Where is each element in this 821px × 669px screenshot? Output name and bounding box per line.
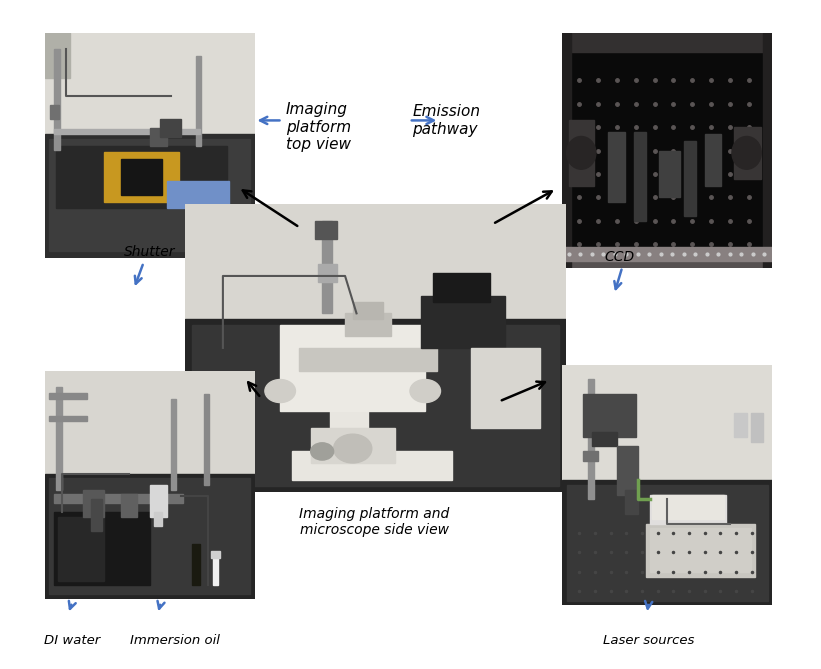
Bar bbox=[49, 393, 87, 399]
Bar bbox=[149, 128, 167, 146]
Bar bbox=[204, 394, 209, 485]
Bar bbox=[653, 494, 723, 518]
Bar bbox=[310, 428, 395, 463]
Bar bbox=[562, 365, 772, 480]
Bar bbox=[53, 49, 60, 150]
Bar bbox=[56, 387, 62, 490]
Bar bbox=[210, 551, 220, 558]
Bar bbox=[91, 498, 102, 531]
Bar bbox=[45, 33, 71, 78]
Bar bbox=[121, 494, 137, 517]
Bar bbox=[562, 33, 571, 268]
Bar bbox=[588, 379, 594, 500]
Bar bbox=[471, 348, 539, 428]
Bar bbox=[45, 134, 255, 258]
Text: DI water: DI water bbox=[44, 634, 100, 647]
Bar bbox=[191, 544, 200, 585]
Circle shape bbox=[265, 379, 296, 403]
Bar bbox=[562, 33, 772, 52]
Bar bbox=[192, 325, 559, 486]
Bar bbox=[103, 153, 179, 201]
Bar bbox=[421, 296, 506, 348]
Text: Shutter: Shutter bbox=[124, 245, 175, 259]
Circle shape bbox=[310, 443, 333, 460]
Bar bbox=[562, 247, 772, 261]
Bar bbox=[330, 328, 368, 457]
Bar bbox=[646, 524, 755, 577]
Text: CCD: CCD bbox=[605, 250, 635, 264]
Bar bbox=[196, 56, 201, 146]
Bar bbox=[83, 490, 103, 517]
Bar bbox=[160, 118, 181, 136]
Circle shape bbox=[333, 434, 372, 463]
Bar bbox=[734, 127, 761, 179]
Bar bbox=[53, 512, 149, 585]
Bar bbox=[149, 485, 167, 517]
Bar bbox=[171, 399, 176, 490]
Bar bbox=[650, 529, 751, 572]
Bar bbox=[56, 146, 227, 208]
Bar bbox=[154, 512, 163, 526]
Bar bbox=[185, 204, 566, 319]
Bar bbox=[751, 413, 764, 442]
Bar bbox=[569, 120, 594, 186]
Bar bbox=[764, 33, 772, 268]
Bar bbox=[562, 480, 772, 605]
Bar bbox=[433, 273, 490, 302]
Bar bbox=[49, 478, 250, 594]
Bar bbox=[50, 105, 59, 118]
Bar bbox=[353, 302, 383, 319]
Text: Imaging platform and
microscope side view: Imaging platform and microscope side vie… bbox=[299, 507, 450, 537]
Bar bbox=[57, 517, 103, 581]
Circle shape bbox=[410, 379, 441, 403]
Bar bbox=[684, 141, 696, 216]
Bar bbox=[345, 313, 391, 337]
Bar bbox=[45, 33, 255, 134]
Bar bbox=[658, 151, 680, 197]
Bar bbox=[314, 221, 337, 239]
Bar bbox=[280, 325, 425, 411]
Bar bbox=[53, 494, 183, 503]
Text: Laser sources: Laser sources bbox=[603, 634, 695, 647]
Bar bbox=[45, 474, 255, 599]
Bar bbox=[592, 432, 617, 446]
Text: Immersion oil: Immersion oil bbox=[130, 634, 220, 647]
Circle shape bbox=[732, 136, 761, 169]
Bar bbox=[704, 134, 722, 186]
Bar bbox=[584, 452, 598, 461]
Bar bbox=[634, 132, 646, 221]
Bar bbox=[185, 319, 566, 492]
Bar bbox=[213, 553, 218, 585]
Circle shape bbox=[566, 136, 596, 169]
Bar bbox=[167, 181, 229, 208]
Bar bbox=[49, 138, 250, 251]
Bar bbox=[626, 490, 638, 514]
Bar bbox=[734, 413, 746, 437]
Bar bbox=[562, 249, 772, 268]
Bar bbox=[53, 128, 200, 134]
Bar bbox=[319, 264, 337, 282]
Text: Emission
pathway: Emission pathway bbox=[412, 104, 480, 136]
Bar bbox=[300, 348, 437, 371]
Bar bbox=[617, 446, 638, 494]
Bar bbox=[650, 494, 726, 524]
Bar bbox=[121, 159, 163, 195]
Bar bbox=[566, 485, 768, 601]
Bar bbox=[45, 371, 255, 474]
Bar bbox=[49, 415, 87, 421]
Bar bbox=[608, 132, 626, 202]
Bar bbox=[322, 221, 332, 313]
Bar bbox=[291, 452, 452, 480]
Bar bbox=[584, 393, 635, 437]
Text: Imaging
platform
top view: Imaging platform top view bbox=[286, 102, 351, 152]
